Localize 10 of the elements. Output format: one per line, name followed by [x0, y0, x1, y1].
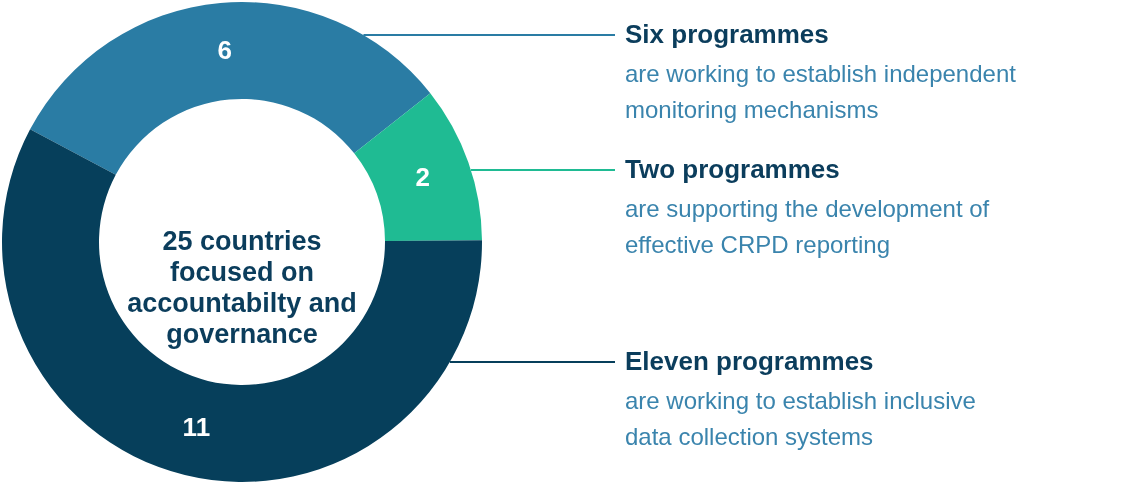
data-label: 2 — [415, 162, 430, 193]
data-label: 11 — [182, 411, 211, 442]
slice-label: Eleven programmes — [625, 346, 874, 376]
text: are working to establish inclusive data collection systems — [625, 387, 976, 450]
data-label: 6 — [217, 35, 233, 66]
slice-label: Six programmes — [625, 19, 829, 49]
text: are supporting the development of effective CRPD reporting — [625, 195, 990, 258]
text: 25 countries focused on accountabilty and governance — [127, 226, 357, 349]
slice-label: Two programmes — [625, 154, 840, 184]
text: are working to establish independent monitoring mechanisms — [625, 60, 1017, 123]
